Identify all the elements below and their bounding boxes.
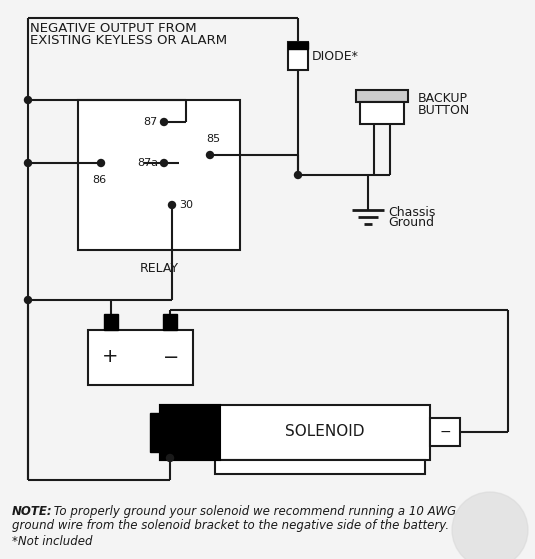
Bar [78, 100, 240, 250]
Text: To properly ground your solenoid we recommend running a 10 AWG: To properly ground your solenoid we reco… [50, 505, 456, 518]
Text: SOLENOID: SOLENOID [285, 424, 365, 439]
Text: BUTTON: BUTTON [418, 103, 470, 116]
Text: 86: 86 [92, 175, 106, 185]
Text: Chassis: Chassis [388, 206, 435, 220]
Circle shape [169, 201, 175, 209]
Text: RELAY: RELAY [140, 262, 179, 275]
Text: 87: 87 [144, 117, 158, 127]
Circle shape [452, 492, 528, 559]
Bar [215, 460, 425, 474]
Text: DIODE*: DIODE* [312, 50, 359, 63]
Bar [150, 413, 162, 452]
Text: *Not included: *Not included [12, 535, 93, 548]
Text: NEGATIVE OUTPUT FROM: NEGATIVE OUTPUT FROM [30, 22, 197, 35]
Text: BACKUP: BACKUP [418, 92, 468, 105]
Bar [288, 42, 308, 49]
Circle shape [25, 159, 32, 167]
Bar [288, 42, 308, 70]
Circle shape [97, 159, 104, 167]
Text: −: − [439, 425, 451, 439]
Text: EXISTING KEYLESS OR ALARM: EXISTING KEYLESS OR ALARM [30, 34, 227, 47]
Bar [360, 102, 404, 124]
Text: −: − [163, 348, 179, 367]
Text: Ground: Ground [388, 216, 434, 230]
Text: 87a: 87a [137, 158, 158, 168]
Bar [160, 405, 430, 460]
Circle shape [166, 454, 173, 462]
Circle shape [25, 97, 32, 103]
Text: +: + [102, 348, 118, 367]
Text: ground wire from the solenoid bracket to the negative side of the battery.: ground wire from the solenoid bracket to… [12, 519, 449, 532]
Text: 85: 85 [206, 134, 220, 144]
Bar [430, 418, 460, 446]
Circle shape [160, 119, 167, 126]
Bar [160, 405, 220, 460]
Text: NOTE:: NOTE: [12, 505, 52, 518]
Circle shape [207, 151, 213, 159]
Bar [88, 330, 193, 385]
Circle shape [294, 172, 302, 178]
Circle shape [25, 296, 32, 304]
Bar [163, 314, 177, 330]
Text: 30: 30 [179, 200, 193, 210]
Bar [356, 90, 408, 102]
Circle shape [160, 159, 167, 167]
Bar [104, 314, 118, 330]
